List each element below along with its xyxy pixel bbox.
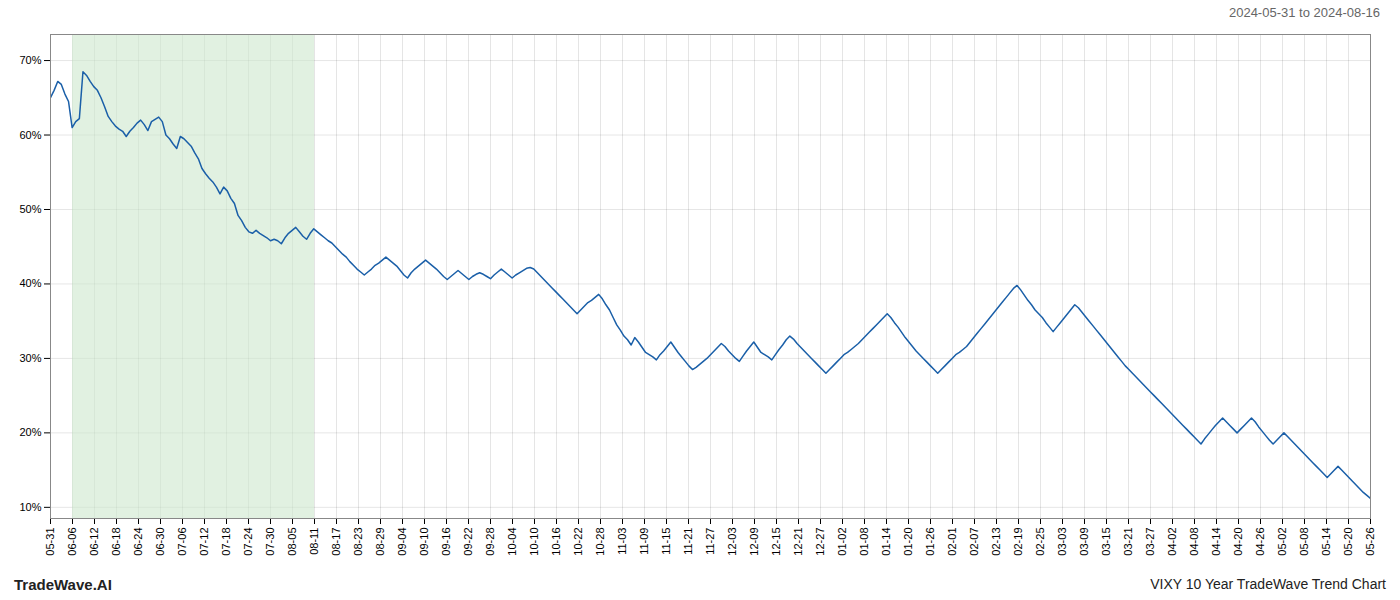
svg-text:08-05: 08-05 (286, 528, 298, 556)
svg-text:09-10: 09-10 (418, 528, 430, 556)
svg-text:06-12: 06-12 (88, 528, 100, 556)
svg-text:11-21: 11-21 (682, 528, 694, 555)
svg-text:60%: 60% (19, 129, 41, 141)
svg-text:05-31: 05-31 (44, 528, 56, 556)
svg-text:09-16: 09-16 (440, 528, 452, 556)
svg-text:08-23: 08-23 (352, 528, 364, 556)
svg-text:10-16: 10-16 (550, 528, 562, 556)
svg-text:02-01: 02-01 (946, 528, 958, 556)
svg-text:05-26: 05-26 (1364, 528, 1376, 556)
svg-text:03-03: 03-03 (1056, 528, 1068, 556)
svg-text:06-18: 06-18 (110, 528, 122, 556)
svg-text:11-27: 11-27 (704, 528, 716, 555)
svg-text:20%: 20% (19, 426, 41, 438)
html-text:VIXY 10 Year TradeWave Trend C: VIXY 10 Year TradeWave Trend Chart (1150, 576, 1386, 592)
svg-text:01-26: 01-26 (924, 528, 936, 556)
svg-text:08-17: 08-17 (330, 528, 342, 556)
svg-text:07-18: 07-18 (220, 528, 232, 556)
svg-text:12-15: 12-15 (770, 528, 782, 556)
svg-text:06-24: 06-24 (132, 528, 144, 556)
svg-text:02-25: 02-25 (1034, 528, 1046, 556)
svg-text:10%: 10% (19, 501, 41, 513)
svg-text:02-07: 02-07 (968, 528, 980, 556)
svg-text:70%: 70% (19, 54, 41, 66)
svg-text:05-02: 05-02 (1276, 528, 1288, 556)
svg-text:10-22: 10-22 (572, 528, 584, 556)
svg-text:06-06: 06-06 (66, 528, 78, 556)
svg-text:04-14: 04-14 (1210, 528, 1222, 556)
svg-text:05-14: 05-14 (1320, 528, 1332, 556)
html-text:TradeWave.AI: TradeWave.AI (14, 575, 112, 593)
svg-text:05-20: 05-20 (1342, 528, 1354, 556)
svg-text:30%: 30% (19, 352, 41, 364)
svg-text:02-19: 02-19 (1012, 528, 1024, 556)
svg-text:10-04: 10-04 (506, 528, 518, 556)
svg-text:08-11: 08-11 (308, 528, 320, 555)
svg-text:09-04: 09-04 (396, 528, 408, 556)
svg-text:04-02: 04-02 (1166, 528, 1178, 556)
svg-text:12-09: 12-09 (748, 528, 760, 556)
svg-text:11-03: 11-03 (616, 528, 628, 555)
svg-text:07-12: 07-12 (198, 528, 210, 556)
svg-text:01-14: 01-14 (880, 528, 892, 556)
svg-text:12-21: 12-21 (792, 528, 804, 556)
svg-text:07-30: 07-30 (264, 528, 276, 556)
svg-text:11-09: 11-09 (638, 528, 650, 555)
svg-text:01-08: 01-08 (858, 528, 870, 556)
svg-text:01-20: 01-20 (902, 528, 914, 556)
svg-text:08-29: 08-29 (374, 528, 386, 556)
svg-text:11-15: 11-15 (660, 528, 672, 555)
svg-text:09-22: 09-22 (462, 528, 474, 556)
svg-text:06-30: 06-30 (154, 528, 166, 556)
svg-text:10-28: 10-28 (594, 528, 606, 556)
svg-text:40%: 40% (19, 277, 41, 289)
svg-text:03-21: 03-21 (1122, 528, 1134, 556)
svg-text:10-10: 10-10 (528, 528, 540, 556)
svg-text:12-03: 12-03 (726, 528, 738, 556)
svg-text:03-27: 03-27 (1144, 528, 1156, 556)
svg-text:07-24: 07-24 (242, 528, 254, 556)
svg-text:03-15: 03-15 (1100, 528, 1112, 556)
svg-text:50%: 50% (19, 203, 41, 215)
svg-text:03-09: 03-09 (1078, 528, 1090, 556)
svg-text:09-28: 09-28 (484, 528, 496, 556)
svg-text:05-08: 05-08 (1298, 528, 1310, 556)
svg-text:07-06: 07-06 (176, 528, 188, 556)
svg-text:01-02: 01-02 (836, 528, 848, 556)
svg-text:12-27: 12-27 (814, 528, 826, 556)
svg-text:02-13: 02-13 (990, 528, 1002, 556)
svg-text:04-08: 04-08 (1188, 528, 1200, 556)
html-text:2024-05-31 to 2024-08-16: 2024-05-31 to 2024-08-16 (1228, 4, 1380, 20)
svg-text:04-20: 04-20 (1232, 528, 1244, 556)
svg-text:04-26: 04-26 (1254, 528, 1266, 556)
